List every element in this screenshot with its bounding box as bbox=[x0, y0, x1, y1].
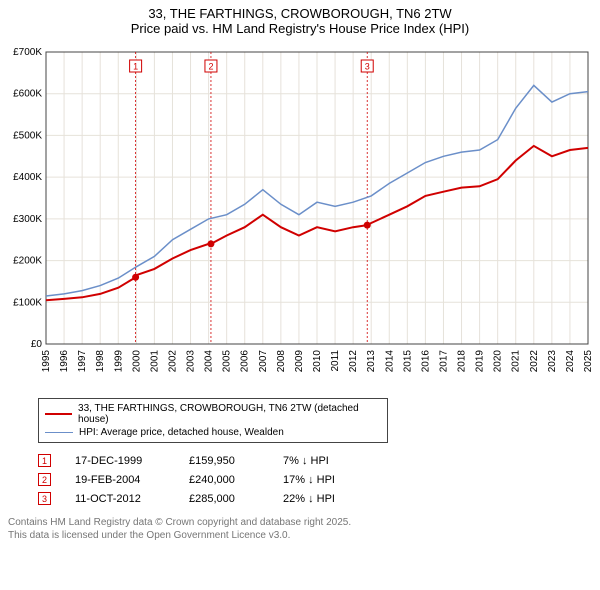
sales-table: 1 17-DEC-1999 £159,950 7% ↓ HPI 2 19-FEB-2004… bbox=[38, 451, 592, 508]
legend-label: 33, THE FARTHINGS, CROWBOROUGH, TN6 2TW … bbox=[78, 403, 381, 425]
y-tick-label: £300K bbox=[13, 214, 42, 225]
x-tick-label: 2015 bbox=[402, 350, 413, 373]
x-tick-label: 2010 bbox=[312, 350, 323, 373]
x-tick-label: 2023 bbox=[547, 350, 558, 373]
sale-marker-dot bbox=[132, 274, 139, 281]
x-tick-label: 2017 bbox=[438, 350, 449, 373]
sale-marker-badge: 2 bbox=[38, 473, 51, 486]
x-tick-label: 2005 bbox=[222, 350, 233, 373]
x-tick-label: 2018 bbox=[457, 350, 468, 373]
sale-marker-number: 2 bbox=[208, 62, 213, 72]
sale-row: 2 19-FEB-2004 £240,000 17% ↓ HPI bbox=[38, 470, 592, 489]
title-line2: Price paid vs. HM Land Registry's House … bbox=[0, 21, 600, 36]
sale-date: 11-OCT-2012 bbox=[75, 493, 165, 505]
sale-marker-badge: 3 bbox=[38, 492, 51, 505]
legend-item: HPI: Average price, detached house, Weal… bbox=[45, 426, 381, 439]
x-tick-label: 2011 bbox=[330, 350, 341, 372]
y-tick-label: £500K bbox=[13, 130, 42, 141]
x-tick-label: 2001 bbox=[149, 350, 160, 373]
x-tick-label: 2004 bbox=[204, 350, 215, 373]
x-tick-label: 2012 bbox=[348, 350, 359, 373]
title-line1: 33, THE FARTHINGS, CROWBOROUGH, TN6 2TW bbox=[0, 6, 600, 21]
legend-item: 33, THE FARTHINGS, CROWBOROUGH, TN6 2TW … bbox=[45, 402, 381, 426]
legend-label: HPI: Average price, detached house, Weal… bbox=[79, 427, 284, 438]
x-tick-label: 2003 bbox=[186, 350, 197, 373]
x-tick-label: 1995 bbox=[41, 350, 52, 373]
sale-date: 17-DEC-1999 bbox=[75, 455, 165, 467]
sale-delta: 7% ↓ HPI bbox=[283, 455, 383, 467]
x-tick-label: 2002 bbox=[167, 350, 178, 373]
x-tick-label: 2022 bbox=[529, 350, 540, 373]
sale-price: £285,000 bbox=[189, 493, 259, 505]
line-chart: £0 £100K £200K £300K £400K £500K £600K £700K 199… bbox=[8, 44, 592, 394]
y-tick-label: £0 bbox=[31, 339, 43, 350]
sale-price: £159,950 bbox=[189, 455, 259, 467]
x-tick-label: 2014 bbox=[384, 350, 395, 373]
footer-line2: This data is licensed under the Open Gov… bbox=[8, 529, 592, 542]
chart-area: £0 £100K £200K £300K £400K £500K £600K £700K 199… bbox=[8, 44, 592, 394]
footer-attribution: Contains HM Land Registry data © Crown c… bbox=[8, 516, 592, 542]
legend: 33, THE FARTHINGS, CROWBOROUGH, TN6 2TW … bbox=[38, 398, 388, 443]
x-tick-label: 2024 bbox=[565, 350, 576, 373]
sale-date: 19-FEB-2004 bbox=[75, 474, 165, 486]
x-tick-label: 2021 bbox=[511, 350, 522, 373]
title-block: 33, THE FARTHINGS, CROWBOROUGH, TN6 2TW … bbox=[0, 0, 600, 38]
x-tick-label: 2006 bbox=[240, 350, 251, 373]
x-tick-label: 2009 bbox=[294, 350, 305, 373]
x-tick-label: 2025 bbox=[583, 350, 592, 373]
sale-delta: 17% ↓ HPI bbox=[283, 474, 383, 486]
sale-marker-dot bbox=[207, 240, 214, 247]
x-tick-label: 1998 bbox=[95, 350, 106, 373]
x-tick-label: 2000 bbox=[131, 350, 142, 373]
x-tick-label: 1999 bbox=[113, 350, 124, 373]
footer-line1: Contains HM Land Registry data © Crown c… bbox=[8, 516, 592, 529]
sale-marker-dot bbox=[364, 222, 371, 229]
y-tick-label: £600K bbox=[13, 89, 42, 100]
y-tick-label: £200K bbox=[13, 256, 42, 267]
x-tick-label: 2016 bbox=[420, 350, 431, 373]
x-tick-label: 2019 bbox=[475, 350, 486, 373]
sale-price: £240,000 bbox=[189, 474, 259, 486]
x-tick-label: 2013 bbox=[366, 350, 377, 373]
sale-row: 1 17-DEC-1999 £159,950 7% ↓ HPI bbox=[38, 451, 592, 470]
y-tick-label: £100K bbox=[13, 297, 42, 308]
x-tick-label: 2020 bbox=[493, 350, 504, 373]
legend-swatch bbox=[45, 413, 72, 415]
sale-delta: 22% ↓ HPI bbox=[283, 493, 383, 505]
y-tick-label: £400K bbox=[13, 172, 42, 183]
y-tick-label: £700K bbox=[13, 47, 42, 58]
chart-container: 33, THE FARTHINGS, CROWBOROUGH, TN6 2TW … bbox=[0, 0, 600, 590]
sale-marker-number: 3 bbox=[365, 62, 370, 72]
x-tick-label: 2008 bbox=[276, 350, 287, 373]
x-tick-label: 2007 bbox=[258, 350, 269, 373]
sale-marker-badge: 1 bbox=[38, 454, 51, 467]
x-tick-label: 1997 bbox=[77, 350, 88, 373]
sale-row: 3 11-OCT-2012 £285,000 22% ↓ HPI bbox=[38, 489, 592, 508]
legend-swatch bbox=[45, 432, 73, 433]
sale-marker-number: 1 bbox=[133, 62, 138, 72]
x-tick-label: 1996 bbox=[59, 350, 70, 373]
